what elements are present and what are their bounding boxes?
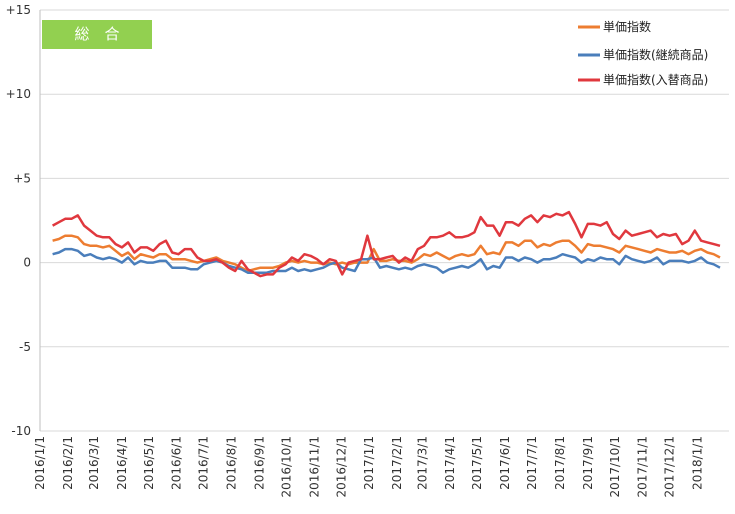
y-tick-label: -5 bbox=[19, 340, 31, 354]
y-tick-label: +10 bbox=[6, 87, 31, 101]
x-tick-label: 2017/4/1 bbox=[443, 436, 457, 490]
x-tick-label: 2017/2/1 bbox=[390, 436, 404, 490]
x-tick-label: 2016/6/1 bbox=[170, 436, 184, 490]
x-tick-label: 2018/1/1 bbox=[691, 436, 705, 490]
x-tick-label: 2017/11/1 bbox=[636, 436, 650, 498]
x-tick-label: 2017/5/1 bbox=[470, 436, 484, 490]
legend-label: 単価指数(継続商品) bbox=[603, 47, 708, 62]
x-tick-label: 2016/11/1 bbox=[307, 436, 321, 498]
series-line bbox=[52, 210, 721, 278]
series-line bbox=[52, 234, 721, 273]
y-tick-label: 0 bbox=[23, 256, 31, 270]
x-tick-label: 2016/4/1 bbox=[115, 436, 129, 490]
x-tick-label: 2017/8/1 bbox=[553, 436, 567, 490]
x-tick-label: 2016/3/1 bbox=[87, 436, 101, 490]
legend-label: 単価指数 bbox=[603, 19, 651, 34]
x-tick-label: 2017/12/1 bbox=[663, 436, 677, 498]
y-tick-label: +15 bbox=[6, 3, 31, 17]
x-tick-label: 2016/10/1 bbox=[279, 436, 293, 498]
x-tick-label: 2016/12/1 bbox=[334, 436, 348, 498]
y-tick-label: +5 bbox=[13, 171, 31, 185]
x-tick-label: 2016/8/1 bbox=[225, 436, 239, 490]
x-tick-label: 2017/6/1 bbox=[498, 436, 512, 490]
x-tick-label: 2017/7/1 bbox=[525, 436, 539, 490]
series-group bbox=[52, 234, 721, 273]
x-tick-label: 2016/5/1 bbox=[142, 436, 156, 490]
x-tick-label: 2017/1/1 bbox=[362, 436, 376, 490]
x-tick-label: 2016/2/1 bbox=[61, 436, 75, 490]
y-tick-label: -10 bbox=[11, 424, 31, 438]
x-tick-label: 2017/3/1 bbox=[415, 436, 429, 490]
legend-label: 単価指数(入替商品) bbox=[603, 72, 708, 87]
x-tick-label: 2016/9/1 bbox=[252, 436, 266, 490]
x-tick-label: 2016/7/1 bbox=[197, 436, 211, 490]
series-group bbox=[52, 210, 721, 278]
series-line bbox=[52, 247, 721, 274]
x-tick-label: 2016/1/1 bbox=[33, 436, 47, 490]
category-badge: 総 合 bbox=[42, 20, 152, 49]
series-group bbox=[52, 247, 721, 274]
x-tick-label: 2017/10/1 bbox=[608, 436, 622, 498]
x-tick-label: 2017/9/1 bbox=[581, 436, 595, 490]
